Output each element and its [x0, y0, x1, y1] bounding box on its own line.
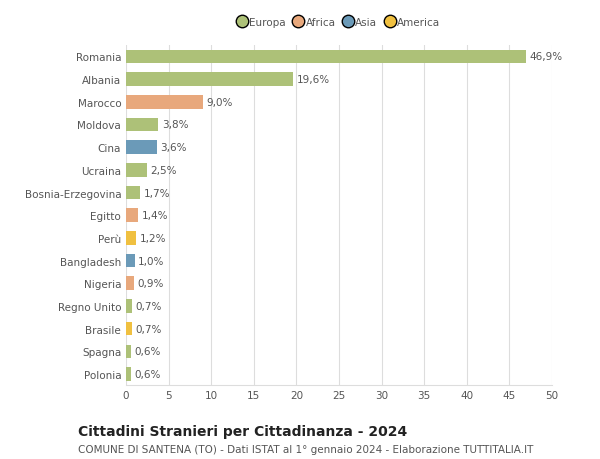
Bar	[126, 96, 203, 109]
Bar	[126, 322, 132, 336]
Bar	[126, 50, 526, 64]
Bar	[126, 300, 132, 313]
Bar	[126, 345, 131, 358]
Text: 1,2%: 1,2%	[140, 233, 166, 243]
Text: 0,9%: 0,9%	[137, 279, 163, 289]
Text: 19,6%: 19,6%	[296, 75, 329, 85]
Bar	[126, 164, 148, 177]
Text: 0,7%: 0,7%	[136, 324, 162, 334]
Text: 1,0%: 1,0%	[138, 256, 164, 266]
Bar	[126, 277, 134, 291]
Text: 46,9%: 46,9%	[529, 52, 562, 62]
Text: 2,5%: 2,5%	[151, 165, 177, 175]
Bar	[126, 118, 158, 132]
Text: 1,4%: 1,4%	[142, 211, 168, 221]
Text: 0,7%: 0,7%	[136, 301, 162, 311]
Bar	[126, 254, 134, 268]
Bar	[126, 209, 138, 223]
Bar	[126, 368, 131, 381]
Bar	[126, 141, 157, 155]
Text: 3,8%: 3,8%	[162, 120, 188, 130]
Bar	[126, 73, 293, 87]
Text: COMUNE DI SANTENA (TO) - Dati ISTAT al 1° gennaio 2024 - Elaborazione TUTTITALIA: COMUNE DI SANTENA (TO) - Dati ISTAT al 1…	[78, 444, 533, 454]
Text: 0,6%: 0,6%	[134, 347, 161, 357]
Text: Cittadini Stranieri per Cittadinanza - 2024: Cittadini Stranieri per Cittadinanza - 2…	[78, 425, 407, 438]
Text: 3,6%: 3,6%	[160, 143, 187, 153]
Text: 1,7%: 1,7%	[144, 188, 170, 198]
Text: 9,0%: 9,0%	[206, 97, 232, 107]
Bar	[126, 186, 140, 200]
Bar	[126, 232, 136, 245]
Legend: Europa, Africa, Asia, America: Europa, Africa, Asia, America	[233, 14, 445, 32]
Text: 0,6%: 0,6%	[134, 369, 161, 379]
